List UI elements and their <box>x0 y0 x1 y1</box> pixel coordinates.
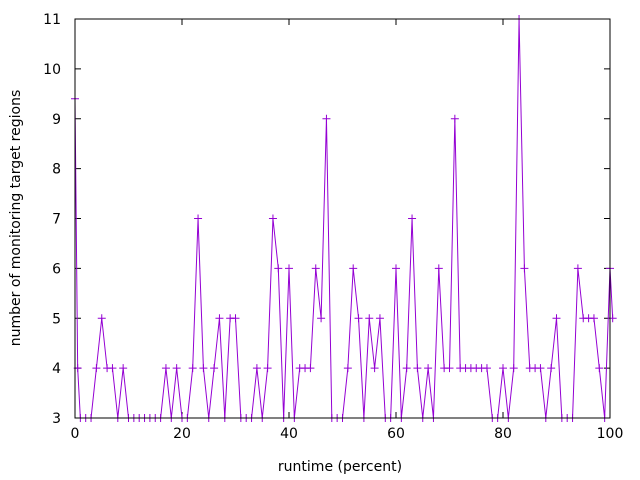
data-point-marker <box>268 214 277 223</box>
y-tick-label: 6 <box>52 261 61 277</box>
y-tick-label: 10 <box>43 62 61 78</box>
data-point-marker <box>343 364 352 373</box>
data-point-marker <box>424 364 433 373</box>
data-point-marker <box>311 264 320 273</box>
data-point-marker <box>499 364 507 373</box>
plot-border <box>74 18 611 419</box>
data-point-marker <box>370 364 379 373</box>
data-point-marker <box>392 264 400 273</box>
y-tick-label: 4 <box>52 361 61 377</box>
x-axis-title: runtime (percent) <box>278 459 402 475</box>
data-point-marker <box>547 364 556 373</box>
data-point-marker <box>194 214 203 223</box>
data-point-marker <box>402 364 411 373</box>
data-point-marker <box>450 114 459 123</box>
data-point-marker <box>445 364 454 373</box>
data-point-marker <box>595 364 604 373</box>
data-point-marker <box>552 314 561 323</box>
axis-ticks <box>74 18 611 419</box>
data-point-marker <box>92 364 101 373</box>
y-axis-title: number of monitoring target regions <box>8 90 24 347</box>
data-point-marker <box>274 264 283 273</box>
data-point-marker <box>263 364 272 373</box>
x-tick-label: 40 <box>280 426 298 442</box>
data-point-marker <box>375 314 384 323</box>
data-point-marker <box>172 364 181 373</box>
x-tick-label: 20 <box>173 426 191 442</box>
data-point-marker <box>119 364 128 373</box>
y-tick-label: 3 <box>52 411 61 427</box>
y-tick-label: 5 <box>52 311 61 327</box>
data-point-marker <box>188 364 197 373</box>
data-point-marker <box>215 314 224 323</box>
x-tick-label: 80 <box>494 426 512 442</box>
data-point-marker <box>573 264 582 273</box>
data-point-marker <box>231 314 240 323</box>
data-point-marker <box>509 364 518 373</box>
data-point-marker <box>413 364 422 373</box>
tick-labels: 0 20 40 60 80 100 3 4 5 6 7 8 9 10 11 <box>43 12 623 442</box>
x-tick-label: 60 <box>387 426 405 442</box>
data-point-marker <box>97 314 106 323</box>
data-point-marker <box>482 364 491 373</box>
data-point-marker <box>589 314 598 323</box>
data-point-marker <box>161 364 170 373</box>
data-point-marker <box>354 314 363 323</box>
series-line <box>74 18 614 419</box>
y-tick-label: 9 <box>52 112 61 128</box>
data-point-marker <box>285 264 293 273</box>
data-point-marker <box>210 364 219 373</box>
data-point-marker <box>322 114 331 123</box>
data-point-marker <box>408 214 417 223</box>
y-tick-label: 11 <box>43 12 61 28</box>
x-tick-label: 0 <box>71 426 80 442</box>
data-point-marker <box>434 264 443 273</box>
data-point-marker <box>536 364 545 373</box>
x-tick-label: 100 <box>597 426 624 442</box>
data-point-marker <box>317 314 326 323</box>
y-tick-label: 7 <box>52 212 61 228</box>
data-point-marker <box>306 364 315 373</box>
y-tick-label: 8 <box>52 162 61 178</box>
data-point-marker <box>199 364 208 373</box>
data-point-marker <box>365 314 374 323</box>
data-point-marker <box>108 364 117 373</box>
data-point-marker <box>520 264 529 273</box>
data-series <box>71 15 617 422</box>
data-point-marker <box>252 364 261 373</box>
data-point-marker <box>349 264 358 273</box>
